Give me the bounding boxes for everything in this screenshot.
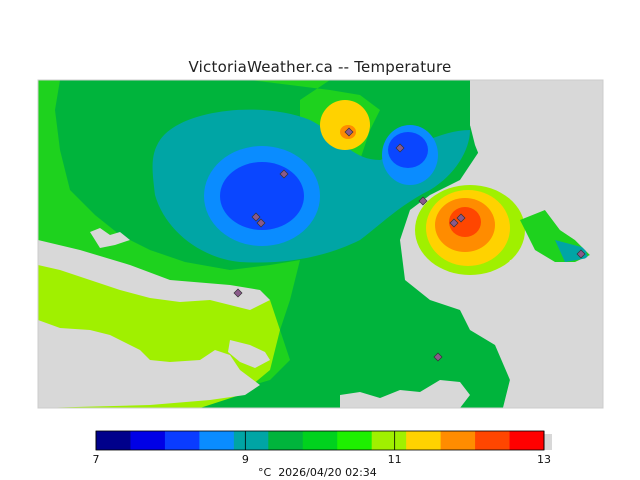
legend-swatch xyxy=(130,431,166,450)
legend-swatch xyxy=(268,431,304,450)
station-marker xyxy=(576,249,586,259)
station-marker xyxy=(256,218,266,228)
legend-swatch xyxy=(406,431,442,450)
legend-swatch xyxy=(440,431,476,450)
water-southwest-inlet xyxy=(90,228,130,248)
map-title: VictoriaWeather.ca -- Temperature xyxy=(188,58,452,76)
footer: °C 2026/04/20 02:34 xyxy=(258,466,377,479)
station-marker xyxy=(279,169,289,179)
timestamp-label: 2026/04/20 02:34 xyxy=(278,466,377,479)
legend-tail xyxy=(544,434,552,450)
legend-swatch xyxy=(337,431,373,450)
legend-tick-label: 11 xyxy=(387,453,402,466)
station-marker xyxy=(251,212,261,222)
region-darkblue-center xyxy=(220,162,304,230)
station-marker xyxy=(433,352,443,362)
legend-tick-label: 13 xyxy=(537,453,551,466)
legend-swatch xyxy=(371,431,407,450)
legend-swatch xyxy=(233,431,269,450)
units-label: °C xyxy=(258,466,272,479)
legend-swatch xyxy=(475,431,511,450)
water-channel xyxy=(38,240,270,310)
legend-tick-label: 7 xyxy=(92,453,100,466)
station-marker xyxy=(395,143,405,153)
water-se-inlet xyxy=(340,380,470,408)
station-marker xyxy=(233,288,243,298)
map-frame xyxy=(37,79,604,409)
legend-swatch xyxy=(96,431,131,450)
color-legend xyxy=(95,430,552,451)
water-south xyxy=(38,320,260,408)
legend-swatch xyxy=(509,431,545,450)
station-marker xyxy=(418,196,428,206)
legend-swatch xyxy=(302,431,338,450)
water-south-inlet xyxy=(228,340,270,368)
legend-swatch xyxy=(164,431,200,450)
map-contours xyxy=(38,80,603,408)
region-yellow-north xyxy=(320,100,370,150)
station-marker xyxy=(449,218,459,228)
station-marker xyxy=(456,213,466,223)
station-marker xyxy=(344,127,354,137)
legend-tick-label: 9 xyxy=(241,453,249,466)
region-red-east xyxy=(449,207,481,237)
region-darkblue-ne xyxy=(388,132,428,168)
water-east xyxy=(460,80,603,408)
legend-swatch xyxy=(199,431,235,450)
station-markers xyxy=(233,127,586,362)
